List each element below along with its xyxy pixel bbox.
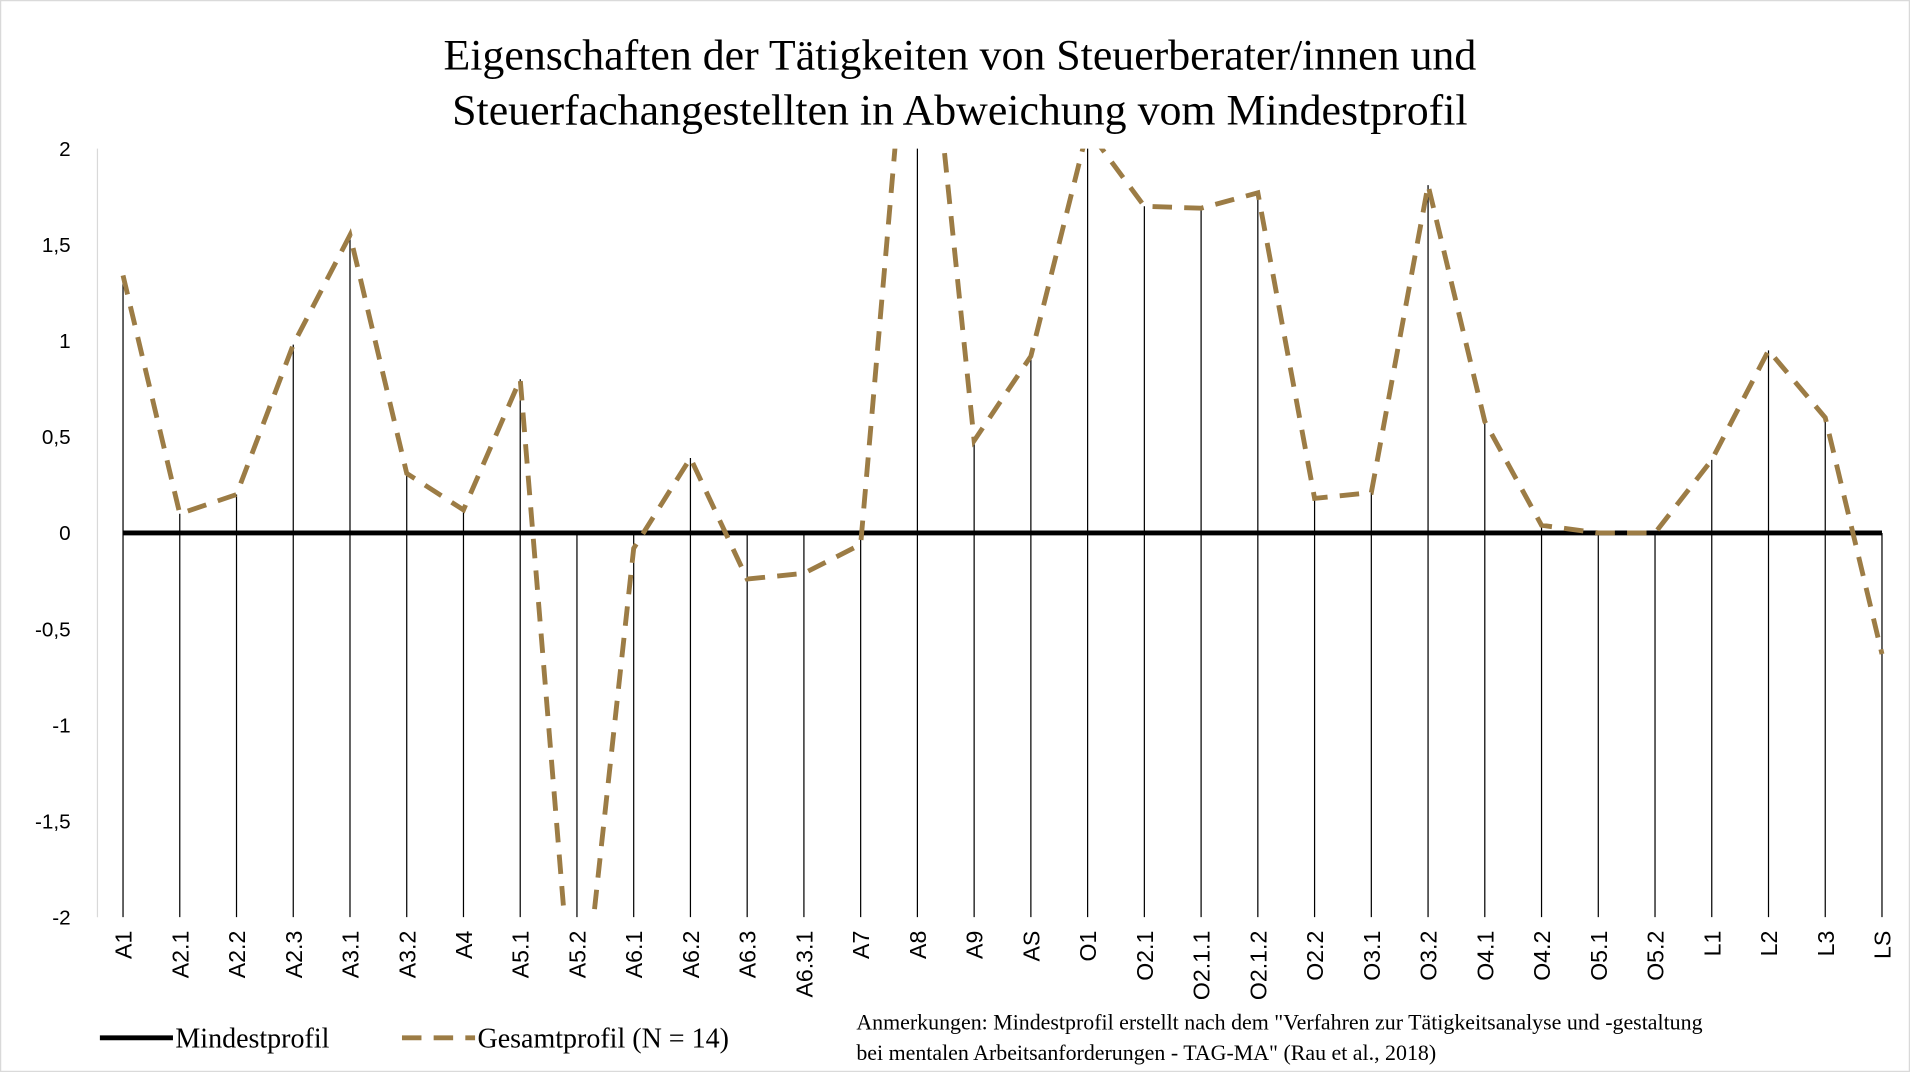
x-tick-label: AS <box>1018 931 1044 962</box>
x-tick-label: A5.2 <box>564 931 590 979</box>
y-tick-label: 0 <box>59 522 71 545</box>
y-tick-label: -1 <box>52 714 70 737</box>
x-tick-label: A5.1 <box>508 931 534 979</box>
y-tick-label: 1 <box>59 330 71 353</box>
x-tick-label: A2.1 <box>167 931 193 979</box>
x-tick-label: L2 <box>1756 931 1782 957</box>
x-tick-label: A6.3.1 <box>791 931 817 998</box>
x-tick-label: L3 <box>1813 931 1839 957</box>
chart-title: Eigenschaften der Tätigkeiten von Steuer… <box>443 31 1476 79</box>
y-tick-label: -2 <box>52 907 70 930</box>
x-tick-label: O2.1.1 <box>1189 931 1215 1000</box>
annotation: bei mentalen Arbeitsanforderungen - TAG-… <box>856 1040 1436 1065</box>
x-tick-label: O2.1.2 <box>1245 931 1271 1000</box>
x-tick-label: O2.1 <box>1132 931 1158 981</box>
x-tick-label: A6.3 <box>735 931 761 979</box>
x-tick-label: A4 <box>451 931 477 959</box>
x-tick-label: O1 <box>1075 931 1101 962</box>
x-tick-label: O4.1 <box>1472 931 1498 981</box>
x-tick-label: L1 <box>1699 931 1725 957</box>
x-tick-label: LS <box>1870 931 1896 959</box>
x-tick-label: A3.1 <box>338 931 364 979</box>
y-tick-label: -1,5 <box>35 810 71 833</box>
x-tick-label: A6.1 <box>621 931 647 979</box>
x-tick-label: O3.2 <box>1416 931 1442 981</box>
x-tick-label: A9 <box>962 931 988 959</box>
plot <box>120 148 1885 918</box>
x-tick-label: A3.2 <box>394 931 420 979</box>
x-tick-label: O5.1 <box>1586 931 1612 981</box>
chart-title: Steuerfachangestellten in Abweichung vom… <box>452 86 1467 134</box>
y-tick-label: 0,5 <box>42 426 71 449</box>
x-tick-label: O2.2 <box>1302 931 1328 981</box>
y-tick-label: 1,5 <box>42 234 71 257</box>
x-tick-label: A8 <box>905 931 931 959</box>
legend-label: Mindestprofil <box>175 1024 329 1055</box>
legend-label: Gesamtprofil (N = 14) <box>478 1024 729 1055</box>
x-tick-label: A2.2 <box>224 931 250 979</box>
x-tick-label: A6.2 <box>678 931 704 979</box>
x-tick-label: O3.1 <box>1359 931 1385 981</box>
x-tick-label: O5.2 <box>1643 931 1669 981</box>
y-tick-label: -0,5 <box>35 618 71 641</box>
x-tick-label: A7 <box>848 931 874 959</box>
x-tick-label: A1 <box>111 931 137 959</box>
annotation: Anmerkungen: Mindestprofil erstellt nach… <box>856 1009 1702 1034</box>
y-tick-label: 2 <box>59 138 71 161</box>
x-tick-label: A2.3 <box>281 931 307 979</box>
x-tick-label: O4.2 <box>1529 931 1555 981</box>
